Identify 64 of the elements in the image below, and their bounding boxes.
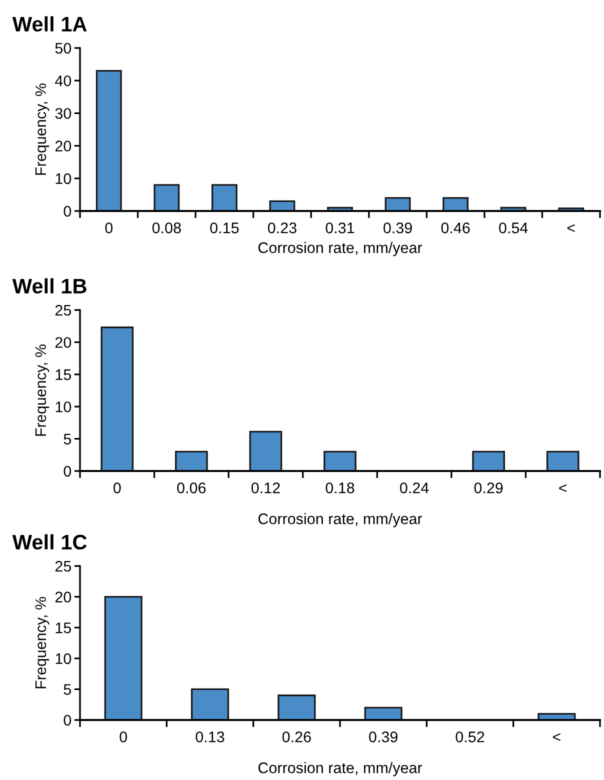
y-tick-label: 50	[55, 42, 72, 54]
x-tick-label: 0.29	[474, 482, 503, 494]
bar	[472, 450, 506, 471]
x-tick-label: 0	[105, 222, 113, 234]
bar	[104, 596, 142, 720]
x-tick-label: <	[552, 733, 560, 742]
y-tick-label: 0	[64, 466, 72, 477]
y-axis-title: Frequency, %	[35, 344, 50, 436]
x-tick-label: <	[567, 224, 575, 232]
bar	[190, 688, 230, 720]
y-tick-label: 5	[64, 684, 72, 695]
y-tick-label: 25	[55, 560, 72, 572]
y-tick-label: 30	[55, 108, 72, 119]
x-tick-label: 0.15	[210, 222, 239, 234]
bar	[174, 450, 208, 471]
y-tick-label: 10	[56, 173, 72, 184]
x-tick-label: 0	[113, 482, 121, 494]
x-tick-label: 0.52	[456, 732, 484, 742]
x-tick-label: 0.26	[282, 732, 311, 742]
y-tick-label: 0	[64, 206, 72, 217]
y-tick-label: 5	[64, 434, 72, 444]
chart-title: Well 1A	[12, 16, 87, 32]
y-tick-label: 0	[64, 714, 72, 726]
x-tick-label: 0.18	[326, 482, 354, 494]
y-tick-label: 10	[56, 653, 72, 664]
bar	[211, 184, 238, 211]
chart-title: Well 1C	[12, 534, 87, 550]
bar	[278, 694, 316, 720]
x-axis-title: Corrosion rate, mm/year	[258, 242, 422, 256]
x-axis-title: Corrosion rate, mm/year	[258, 513, 422, 528]
x-tick-label: 0.12	[251, 482, 280, 494]
bar	[100, 326, 134, 471]
x-tick-label: 0.39	[384, 222, 412, 234]
bar	[324, 450, 356, 471]
x-tick-label: 0.06	[177, 482, 206, 494]
x-axis-title: Corrosion rate, mm/year	[258, 762, 422, 776]
y-tick-label: 25	[55, 304, 72, 316]
bar	[154, 184, 180, 211]
x-tick-label: 0.46	[441, 222, 470, 234]
y-tick-label: 40	[55, 75, 72, 86]
bar	[384, 197, 411, 211]
x-tick-label: 0.24	[400, 482, 429, 494]
y-tick-label: 20	[55, 140, 72, 152]
y-tick-label: 20	[55, 592, 72, 602]
bar	[96, 70, 122, 211]
y-tick-label: 15	[56, 622, 72, 634]
bar	[364, 706, 402, 720]
y-tick-label: 20	[55, 337, 72, 348]
x-tick-label: <	[559, 484, 567, 492]
x-tick-label: 0.08	[152, 222, 181, 234]
x-tick-label: 0.23	[268, 222, 296, 234]
x-tick-label: 0.13	[196, 732, 224, 742]
x-tick-label: 0.54	[499, 222, 528, 234]
y-axis-title: Frequency, %	[35, 596, 50, 688]
x-tick-label: 0.31	[326, 222, 354, 234]
x-tick-label: 0.39	[369, 732, 398, 742]
chart-title: Well 1B	[12, 278, 86, 294]
y-tick-label: 10	[56, 401, 72, 412]
y-axis-title: Frequency, %	[35, 83, 50, 175]
bar	[249, 430, 282, 471]
bar	[546, 450, 580, 471]
x-tick-label: 0	[120, 732, 127, 742]
y-tick-label: 15	[56, 369, 72, 380]
bar	[442, 197, 469, 211]
